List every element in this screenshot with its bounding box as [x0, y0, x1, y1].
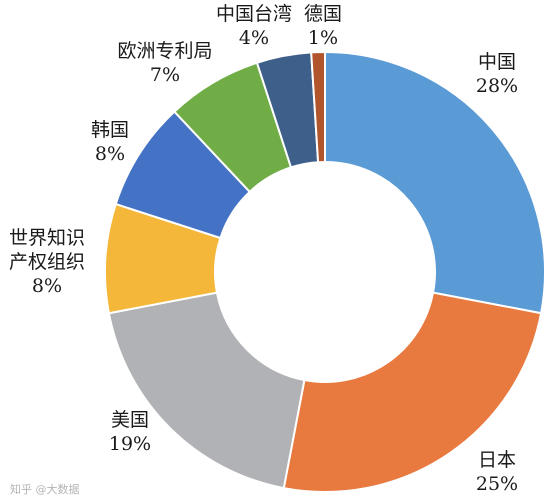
slice-label-1: 中国 28%	[476, 51, 518, 97]
slice-1	[324, 50, 546, 315]
donut-slices	[104, 50, 546, 493]
slice-label-8: 德国 1%	[304, 3, 342, 49]
slice-label-4: 世界知识产权组织 8%	[9, 227, 85, 297]
slice-2	[282, 291, 543, 493]
slice-label-6: 欧洲专利局 7%	[117, 40, 212, 86]
watermark: 知乎 @大数据	[10, 482, 80, 496]
slice-8	[310, 50, 326, 164]
slice-label-3: 美国 19%	[109, 409, 151, 455]
slice-labels: 中国 28% 日本 25% 美国 19% 世界知识产权组织 8% 韩国 8% 欧洲专利局 7%中国台湾…	[9, 3, 518, 495]
slice-3	[107, 291, 306, 490]
slice-label-5: 韩国 8%	[91, 119, 129, 165]
slice-label-2: 日本 25%	[476, 449, 518, 495]
slice-label-7: 中国台湾 4%	[216, 3, 292, 49]
